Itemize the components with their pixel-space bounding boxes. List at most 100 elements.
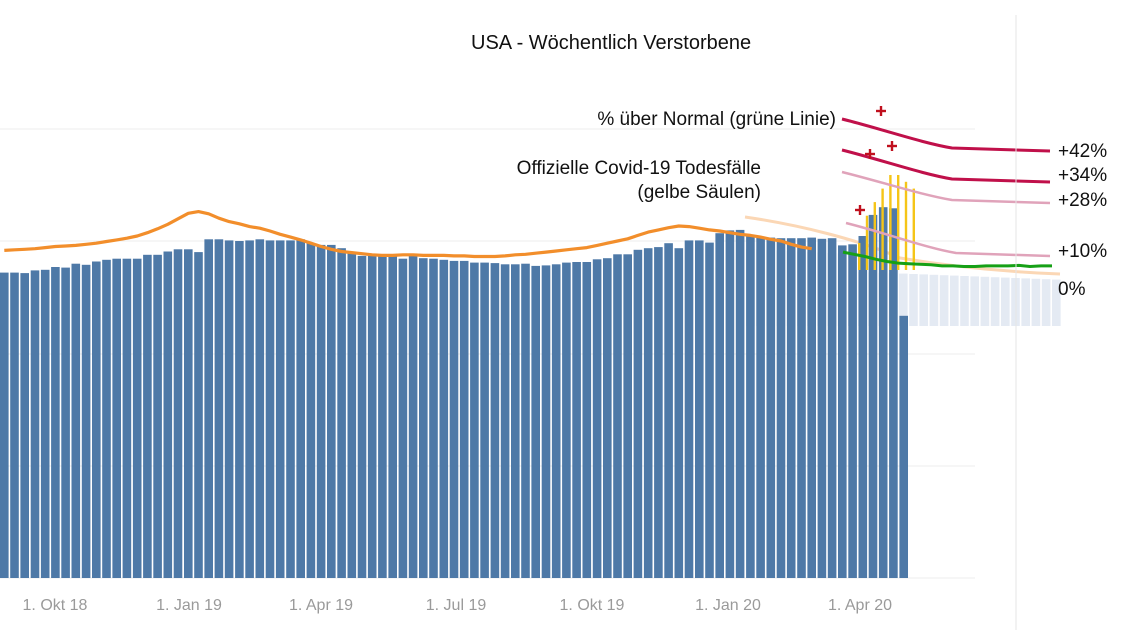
bar-32 bbox=[327, 244, 336, 578]
covid-bar-6 bbox=[904, 181, 908, 270]
bar-72 bbox=[735, 229, 745, 578]
bar-74 bbox=[756, 237, 765, 578]
bar-39 bbox=[398, 258, 408, 578]
x-tick-1: 1. Jan 19 bbox=[156, 597, 222, 614]
bar-53 bbox=[541, 265, 551, 578]
projected-bar-19 bbox=[939, 275, 949, 326]
bar-83 bbox=[848, 244, 857, 579]
bar-1 bbox=[10, 272, 19, 578]
bar-24 bbox=[245, 240, 254, 578]
bar-66 bbox=[674, 248, 684, 578]
x-tick-0: 1. Okt 18 bbox=[23, 597, 88, 614]
bar-13 bbox=[132, 258, 142, 578]
bar-48 bbox=[490, 263, 500, 578]
bar-29 bbox=[296, 239, 305, 579]
bar-30 bbox=[306, 243, 316, 578]
bar-67 bbox=[684, 240, 694, 578]
bar-54 bbox=[551, 264, 561, 578]
bar-84 bbox=[858, 236, 868, 578]
bar-40 bbox=[408, 255, 418, 578]
projected-bar-16 bbox=[909, 274, 918, 326]
x-tick-4: 1. Okt 19 bbox=[560, 597, 625, 614]
bar-56 bbox=[572, 262, 581, 578]
bar-77 bbox=[786, 238, 796, 578]
projected-bar-21 bbox=[960, 276, 969, 326]
bar-10 bbox=[102, 259, 111, 578]
bar-3 bbox=[30, 270, 40, 578]
bar-64 bbox=[654, 247, 663, 578]
bar-59 bbox=[603, 258, 612, 578]
projected-bar-24 bbox=[990, 277, 1000, 326]
covid-bar-1 bbox=[865, 215, 869, 270]
bar-52 bbox=[531, 265, 540, 578]
bar-65 bbox=[664, 243, 673, 578]
x-tick-5: 1. Jan 20 bbox=[695, 597, 761, 614]
bar-0 bbox=[0, 272, 9, 578]
bar-87 bbox=[889, 208, 898, 579]
bar-50 bbox=[511, 264, 520, 578]
bar-41 bbox=[419, 258, 428, 578]
plus-marker-2 bbox=[865, 149, 875, 159]
bar-42 bbox=[429, 258, 438, 578]
bar-63 bbox=[643, 248, 653, 578]
lines bbox=[4, 210, 1052, 269]
bar-28 bbox=[286, 240, 295, 578]
bar-25 bbox=[255, 239, 265, 579]
bar-8 bbox=[81, 264, 91, 578]
bar-37 bbox=[378, 255, 387, 578]
bar-46 bbox=[470, 262, 479, 578]
bar-62 bbox=[633, 249, 643, 579]
ref-label-3: +10% bbox=[1058, 241, 1107, 262]
bar-88 bbox=[899, 315, 908, 578]
bar-16 bbox=[163, 251, 173, 578]
bar-15 bbox=[153, 254, 162, 579]
projected-bar-27 bbox=[1021, 278, 1030, 326]
covid-bar-2 bbox=[873, 202, 876, 270]
bar-75 bbox=[766, 237, 776, 578]
bar-12 bbox=[122, 258, 132, 578]
bar-6 bbox=[61, 267, 70, 578]
bar-2 bbox=[20, 273, 29, 578]
projected-bar-30 bbox=[1052, 279, 1061, 326]
bar-19 bbox=[194, 252, 203, 578]
bar-7 bbox=[71, 263, 81, 578]
bar-69 bbox=[705, 242, 714, 578]
bar-49 bbox=[500, 264, 510, 578]
plus-markers bbox=[855, 106, 897, 215]
ref-curve-1 bbox=[841, 148, 1051, 184]
seasonal-normal-line bbox=[4, 210, 812, 259]
bar-34 bbox=[347, 252, 357, 578]
bar-73 bbox=[746, 234, 755, 578]
bar-44 bbox=[449, 260, 459, 578]
ref-label-2: +28% bbox=[1058, 190, 1107, 211]
projected-bar-28 bbox=[1031, 278, 1041, 326]
bar-14 bbox=[143, 254, 152, 579]
bar-38 bbox=[388, 254, 397, 579]
bar-60 bbox=[613, 254, 622, 579]
bar-21 bbox=[214, 239, 224, 579]
bar-51 bbox=[521, 263, 530, 578]
bar-82 bbox=[838, 245, 847, 578]
bar-26 bbox=[265, 240, 275, 578]
projected-bar-29 bbox=[1041, 279, 1051, 326]
projected-bar-22 bbox=[970, 276, 979, 326]
covid-bar-5 bbox=[897, 175, 900, 270]
bar-17 bbox=[173, 249, 183, 579]
bar-86 bbox=[878, 207, 888, 578]
plus-marker-3 bbox=[855, 205, 865, 215]
bar-45 bbox=[459, 260, 469, 578]
normal-baseline-line bbox=[842, 250, 1052, 269]
bar-78 bbox=[797, 238, 806, 578]
projected-bar-20 bbox=[950, 275, 959, 326]
covid-annotation-line2: (gelbe Säulen) bbox=[637, 182, 761, 203]
covid-annotation-line1: Offizielle Covid-19 Todesfälle bbox=[517, 158, 761, 179]
bar-9 bbox=[92, 261, 101, 578]
bar-27 bbox=[275, 240, 285, 578]
covid-bar-3 bbox=[881, 188, 884, 270]
ref-label-0: +42% bbox=[1058, 141, 1107, 162]
bar-57 bbox=[582, 262, 592, 578]
bar-18 bbox=[184, 249, 193, 579]
ref-curve-3 bbox=[845, 221, 1051, 258]
covid-bar-7 bbox=[912, 188, 915, 270]
